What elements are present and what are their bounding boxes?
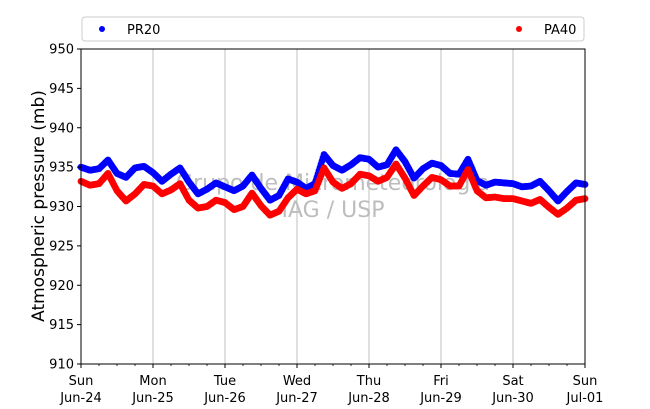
x-tick-label-date: Jun-24 [59,391,102,406]
x-tick-label-day: Wed [283,374,311,389]
x-tick-label-date: Jun-29 [419,391,462,406]
x-tick-label-date: Jul-01 [566,391,604,406]
x-tick-label-day: Fri [433,374,449,389]
x-axis: Sun Jun-24 Mon Jun-25 Tue Jun-26 Wed Jun-27 Thu J… [59,364,603,406]
x-tick-label-day: Sun [69,374,94,389]
series-pa40 [77,160,589,219]
x-tick-label-day: Mon [139,374,166,389]
x-tick-label-date: Jun-28 [347,391,390,406]
x-tick-label-day: Sun [573,374,598,389]
legend-label-pa40: PA40 [544,23,576,38]
plot-area [81,49,585,364]
y-axis: 910 915 920 925 930 935 940 945 950 [49,43,81,373]
y-tick-label: 935 [49,161,74,176]
y-axis-label: Atmospheric pressure (mb) [29,90,49,322]
x-tick-label-date: Jun-27 [275,391,318,406]
x-tick-label-day: Tue [213,374,236,389]
y-tick-label: 910 [49,358,74,373]
x-tick-label-date: Jun-30 [491,391,534,406]
legend-label-pr20: PR20 [127,23,160,38]
y-tick-label: 950 [49,43,74,58]
series-layer [77,146,589,219]
y-tick-label: 925 [49,239,74,254]
y-tick-label: 930 [49,200,74,215]
y-tick-label: 940 [49,121,74,136]
watermark-line-2: IAG / USP [282,198,385,223]
x-tick-label-date: Jun-25 [131,391,174,406]
legend: PR20 PA40 [81,16,585,42]
legend-marker-pa40 [516,26,522,32]
legend-marker-pr20 [99,26,105,32]
legend-box [81,16,585,42]
grid-lines [152,49,514,364]
x-tick-label-day: Sat [502,374,523,389]
y-tick-label: 945 [49,82,74,97]
y-tick-label: 915 [49,318,74,333]
y-tick-label: 920 [49,279,74,294]
x-tick-label-day: Thu [356,374,381,389]
x-tick-label-date: Jun-26 [203,391,246,406]
